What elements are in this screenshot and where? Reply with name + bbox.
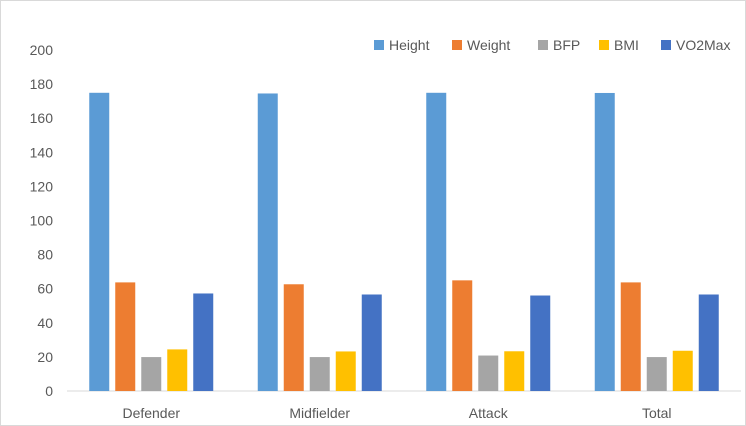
x-category-label: Attack	[469, 405, 509, 421]
y-tick-label: 120	[30, 178, 54, 194]
bar-weight-total	[620, 282, 641, 391]
y-tick-label: 100	[30, 213, 54, 229]
legend-swatch-weight	[452, 40, 462, 50]
bar-height-total	[594, 92, 615, 391]
x-category-label: Defender	[122, 405, 180, 421]
bar-bmi-attack	[504, 351, 525, 391]
legend-label-bmi: BMI	[614, 37, 639, 53]
y-tick-label: 140	[30, 144, 54, 160]
y-tick-label: 60	[37, 281, 53, 297]
bars-group	[89, 92, 719, 391]
bar-bmi-defender	[167, 349, 188, 391]
legend-swatch-bmi	[599, 40, 609, 50]
bar-bfp-midfielder	[309, 357, 330, 391]
bar-bmi-midfielder	[335, 351, 356, 391]
bar-vo2max-midfielder	[361, 294, 382, 391]
y-tick-label: 160	[30, 110, 54, 126]
y-tick-label: 40	[37, 315, 53, 331]
bar-height-attack	[426, 92, 447, 391]
legend: Height Weight BFP BMI VO2Max	[374, 37, 730, 53]
bar-height-defender	[89, 92, 110, 391]
y-tick-label: 180	[30, 76, 54, 92]
legend-label-bfp: BFP	[553, 37, 580, 53]
bar-bfp-attack	[478, 355, 499, 391]
bar-bfp-total	[646, 357, 667, 391]
bar-bfp-defender	[141, 357, 162, 391]
legend-swatch-height	[374, 40, 384, 50]
x-category-label: Total	[642, 405, 672, 421]
y-tick-label: 200	[30, 42, 54, 58]
y-axis-ticks: 0 20 40 60 80 100 120 140 160 180 200	[30, 42, 54, 399]
bar-weight-defender	[115, 282, 136, 391]
bar-height-midfielder	[257, 93, 278, 391]
category-labels: Defender Midfielder Attack Total	[122, 405, 671, 421]
legend-swatch-bfp	[538, 40, 548, 50]
bar-weight-midfielder	[283, 284, 304, 391]
bar-bmi-total	[672, 350, 693, 391]
legend-label-weight: Weight	[467, 37, 510, 53]
legend-label-height: Height	[389, 37, 430, 53]
y-tick-label: 20	[37, 349, 53, 365]
bar-vo2max-total	[698, 294, 719, 391]
bar-weight-attack	[452, 280, 473, 391]
x-category-label: Midfielder	[289, 405, 350, 421]
y-tick-label: 80	[37, 247, 53, 263]
legend-label-vo2max: VO2Max	[676, 37, 730, 53]
bar-vo2max-defender	[193, 293, 214, 391]
y-tick-label: 0	[45, 383, 53, 399]
bar-vo2max-attack	[530, 295, 551, 391]
legend-swatch-vo2max	[661, 40, 671, 50]
